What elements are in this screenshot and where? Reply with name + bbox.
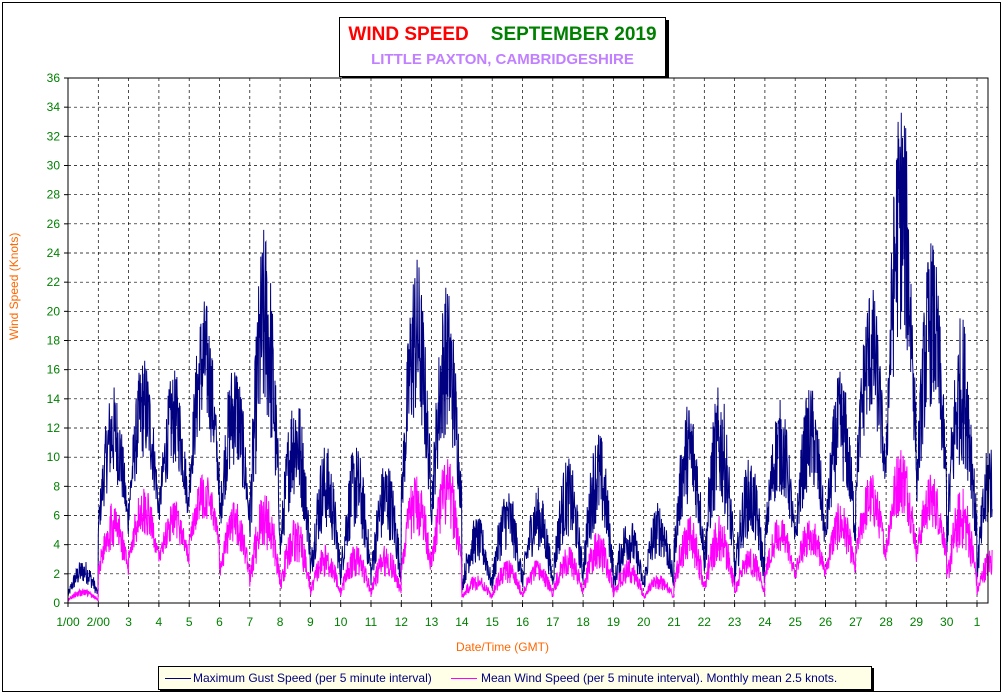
x-tick-label: 1/00 <box>56 615 80 629</box>
y-tick-label: 12 <box>47 421 61 435</box>
y-tick-label: 26 <box>47 217 61 231</box>
x-tick-label: 25 <box>789 615 803 629</box>
y-tick-label: 30 <box>47 159 61 173</box>
legend: Maximum Gust Speed (per 5 minute interva… <box>158 666 872 690</box>
series-line-max-gust <box>67 112 993 596</box>
chart-title: WIND SPEED SEPTEMBER 2019 <box>340 24 665 46</box>
x-tick-label: 24 <box>758 615 772 629</box>
y-tick-label: 4 <box>53 538 60 552</box>
y-tick-label: 18 <box>47 334 61 348</box>
title-box: WIND SPEED SEPTEMBER 2019 LITTLE PAXTON, … <box>339 17 666 77</box>
x-tick-label: 23 <box>728 615 742 629</box>
y-tick-label: 16 <box>47 363 61 377</box>
x-tick-label: 8 <box>277 615 284 629</box>
legend-label-mean: Mean Wind Speed (per 5 minute interval).… <box>481 671 838 685</box>
x-tick-label: 30 <box>940 615 954 629</box>
x-tick-label: 18 <box>576 615 590 629</box>
y-tick-label: 0 <box>53 596 60 610</box>
x-tick-label: 26 <box>819 615 833 629</box>
x-tick-label: 10 <box>334 615 348 629</box>
x-tick-label: 1 <box>974 615 981 629</box>
y-tick-label: 10 <box>47 450 61 464</box>
y-tick-label: 28 <box>47 188 61 202</box>
y-tick-label: 14 <box>47 392 61 406</box>
x-tick-label: 28 <box>879 615 893 629</box>
series-line-mean-wind <box>67 450 993 602</box>
x-tick-label: 9 <box>307 615 314 629</box>
y-tick-label: 34 <box>47 100 61 114</box>
chart-subtitle: LITTLE PAXTON, CAMBRIDGESHIRE <box>371 51 634 68</box>
x-tick-label: 13 <box>425 615 439 629</box>
y-tick-label: 24 <box>47 246 61 260</box>
y-tick-label: 8 <box>53 479 60 493</box>
legend-swatch-mean <box>451 678 477 679</box>
x-tick-label: 4 <box>156 615 163 629</box>
x-tick-label: 7 <box>246 615 253 629</box>
x-tick-label: 29 <box>910 615 924 629</box>
title-month: SEPTEMBER 2019 <box>490 24 657 45</box>
x-tick-label: 6 <box>216 615 223 629</box>
y-tick-label: 2 <box>53 567 60 581</box>
x-tick-label: 27 <box>849 615 863 629</box>
x-tick-label: 16 <box>516 615 530 629</box>
title-wind-speed: WIND SPEED <box>348 24 469 45</box>
x-tick-label: 12 <box>395 615 409 629</box>
plot-border <box>67 77 989 604</box>
y-tick-label: 32 <box>47 129 61 143</box>
x-tick-label: 17 <box>546 615 560 629</box>
x-tick-label: 22 <box>698 615 712 629</box>
y-tick-label: 22 <box>47 275 61 289</box>
x-tick-label: 3 <box>125 615 132 629</box>
y-axis-label: Wind Speed (Knots) <box>7 232 21 340</box>
x-tick-label: 21 <box>667 615 681 629</box>
y-tick-label: 6 <box>53 509 60 523</box>
y-tick-label: 36 <box>47 71 61 85</box>
legend-swatch-gust <box>165 678 191 679</box>
x-axis-label: Date/Time (GMT) <box>456 640 549 654</box>
x-tick-label: 2/00 <box>87 615 111 629</box>
x-tick-label: 19 <box>607 615 621 629</box>
x-tick-label: 11 <box>365 615 378 629</box>
y-tick-label: 20 <box>47 304 61 318</box>
x-tick-label: 5 <box>186 615 193 629</box>
x-tick-label: 15 <box>486 615 500 629</box>
x-tick-label: 20 <box>637 615 651 629</box>
legend-label-gust: Maximum Gust Speed (per 5 minute interva… <box>193 671 432 685</box>
x-tick-label: 14 <box>455 615 469 629</box>
